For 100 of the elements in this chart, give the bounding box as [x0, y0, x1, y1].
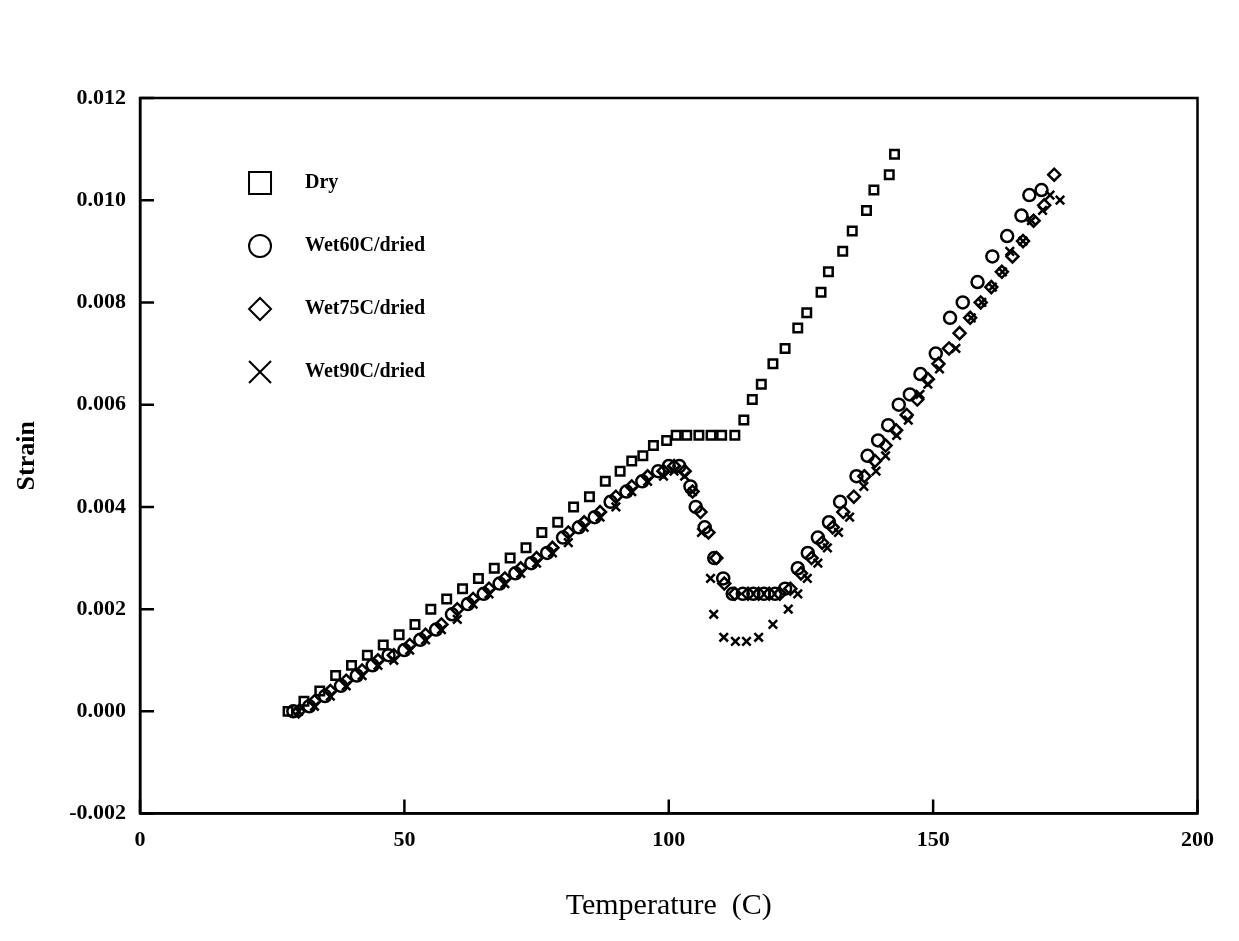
point: [729, 429, 741, 441]
point: [849, 469, 864, 484]
point: [536, 526, 548, 538]
point: [539, 545, 555, 561]
point: [282, 705, 294, 717]
point: [902, 387, 918, 402]
point: [792, 322, 804, 334]
point: [409, 618, 421, 630]
point: [635, 474, 650, 489]
point: [822, 266, 834, 278]
point: [552, 516, 564, 528]
point: [472, 572, 484, 584]
point: [428, 622, 444, 637]
point: [568, 501, 580, 513]
point: [555, 530, 571, 545]
x-tick-label: 0: [134, 826, 146, 852]
point: [583, 491, 595, 503]
point: [661, 434, 673, 446]
point: [330, 670, 342, 682]
legend-label: Wet90C/dried: [305, 359, 426, 382]
point: [889, 148, 901, 160]
point: [349, 668, 365, 683]
point: [801, 307, 813, 319]
point: [365, 658, 380, 673]
point: [670, 429, 682, 441]
point: [661, 458, 677, 474]
point: [681, 429, 693, 441]
point: [520, 542, 532, 554]
point: [397, 642, 412, 658]
point: [301, 699, 317, 714]
legend-label: Wet60C/dried: [305, 233, 426, 256]
point: [913, 366, 928, 382]
point: [705, 429, 717, 441]
point: [777, 581, 793, 596]
point: [413, 632, 428, 648]
point: [504, 552, 516, 564]
point: [815, 286, 827, 298]
point: [460, 596, 476, 612]
point: [716, 429, 728, 441]
point: [800, 545, 816, 561]
point: [821, 515, 837, 530]
point: [746, 394, 758, 406]
point: [755, 378, 767, 390]
y-tick-label: 0.006: [76, 390, 127, 416]
point: [672, 458, 687, 474]
point: [457, 583, 469, 595]
y-axis-title: Strain: [11, 420, 41, 491]
point: [790, 561, 806, 576]
point: [381, 647, 396, 663]
point: [647, 440, 659, 452]
point: [955, 295, 970, 310]
point: [942, 310, 958, 326]
point: [860, 448, 875, 464]
point: [999, 228, 1015, 244]
point: [883, 169, 895, 181]
point: [697, 520, 712, 535]
point: [837, 245, 849, 257]
point: [706, 550, 722, 566]
point: [314, 685, 326, 697]
x-tick-label: 50: [393, 826, 416, 852]
point: [298, 695, 310, 707]
point: [361, 649, 373, 661]
point: [1034, 182, 1049, 198]
point: [756, 586, 772, 602]
point: [767, 586, 783, 602]
point: [444, 607, 460, 622]
point: [476, 586, 491, 602]
point: [346, 659, 358, 671]
legend-label: Dry: [305, 170, 339, 194]
point: [626, 455, 638, 467]
point: [738, 414, 750, 426]
point: [1014, 208, 1029, 223]
point: [846, 225, 858, 237]
point: [614, 465, 626, 477]
point: [870, 433, 886, 448]
point: [393, 629, 405, 641]
point: [970, 274, 985, 290]
y-tick-label: 0.004: [76, 492, 127, 518]
legend-label: Wet75C/dried: [305, 296, 426, 319]
point: [735, 586, 751, 602]
point: [377, 639, 389, 651]
point: [492, 576, 507, 591]
point: [317, 688, 333, 704]
point: [650, 463, 666, 479]
x-tick-label: 100: [652, 826, 686, 852]
x-tick-label: 200: [1181, 826, 1214, 852]
x-axis-title: Temperature (C): [565, 886, 772, 921]
point: [1022, 187, 1037, 203]
point: [767, 358, 779, 370]
x-tick-label: 150: [916, 826, 950, 852]
point: [985, 249, 1000, 264]
point: [868, 184, 880, 196]
point: [488, 562, 500, 574]
point: [599, 475, 611, 487]
y-tick-label: -0.002: [69, 799, 127, 825]
y-tick-label: 0.010: [76, 185, 127, 211]
point: [425, 603, 437, 615]
y-tick-label: 0.002: [76, 594, 127, 620]
point: [928, 346, 944, 361]
point: [333, 678, 349, 694]
